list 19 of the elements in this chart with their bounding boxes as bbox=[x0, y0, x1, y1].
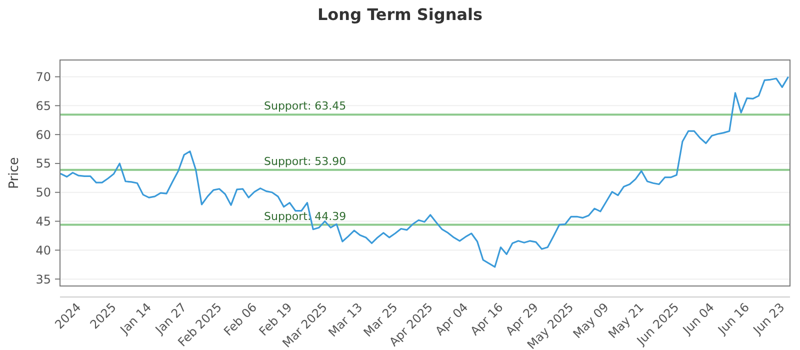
y-tick-label: 35 bbox=[36, 272, 51, 286]
y-tick-label: 45 bbox=[36, 214, 51, 228]
x-tick-label: Jun 04 bbox=[680, 300, 717, 338]
y-tick-label: 60 bbox=[36, 128, 51, 142]
y-tick-label: 50 bbox=[36, 186, 51, 200]
y-axis-title: Price bbox=[7, 157, 22, 189]
y-tick-label: 55 bbox=[36, 156, 51, 171]
chart-title: Long Term Signals bbox=[317, 5, 483, 24]
y-tick-label: 65 bbox=[36, 98, 51, 113]
ref-line-label: Support: 44.39 bbox=[264, 210, 346, 223]
x-tick-label: Feb 06 bbox=[221, 300, 260, 339]
x-tick-label: Jun 16 bbox=[714, 300, 752, 338]
y-tick-label: 40 bbox=[36, 243, 51, 258]
x-tick-label: Jun 23 bbox=[750, 300, 788, 338]
y-tick-label: 70 bbox=[36, 70, 51, 84]
ref-line-label: Support: 63.45 bbox=[264, 100, 346, 113]
x-tick-label: Jan 14 bbox=[116, 300, 154, 338]
ref-line-label: Support: 53.90 bbox=[264, 154, 346, 168]
line-series bbox=[60, 76, 789, 268]
